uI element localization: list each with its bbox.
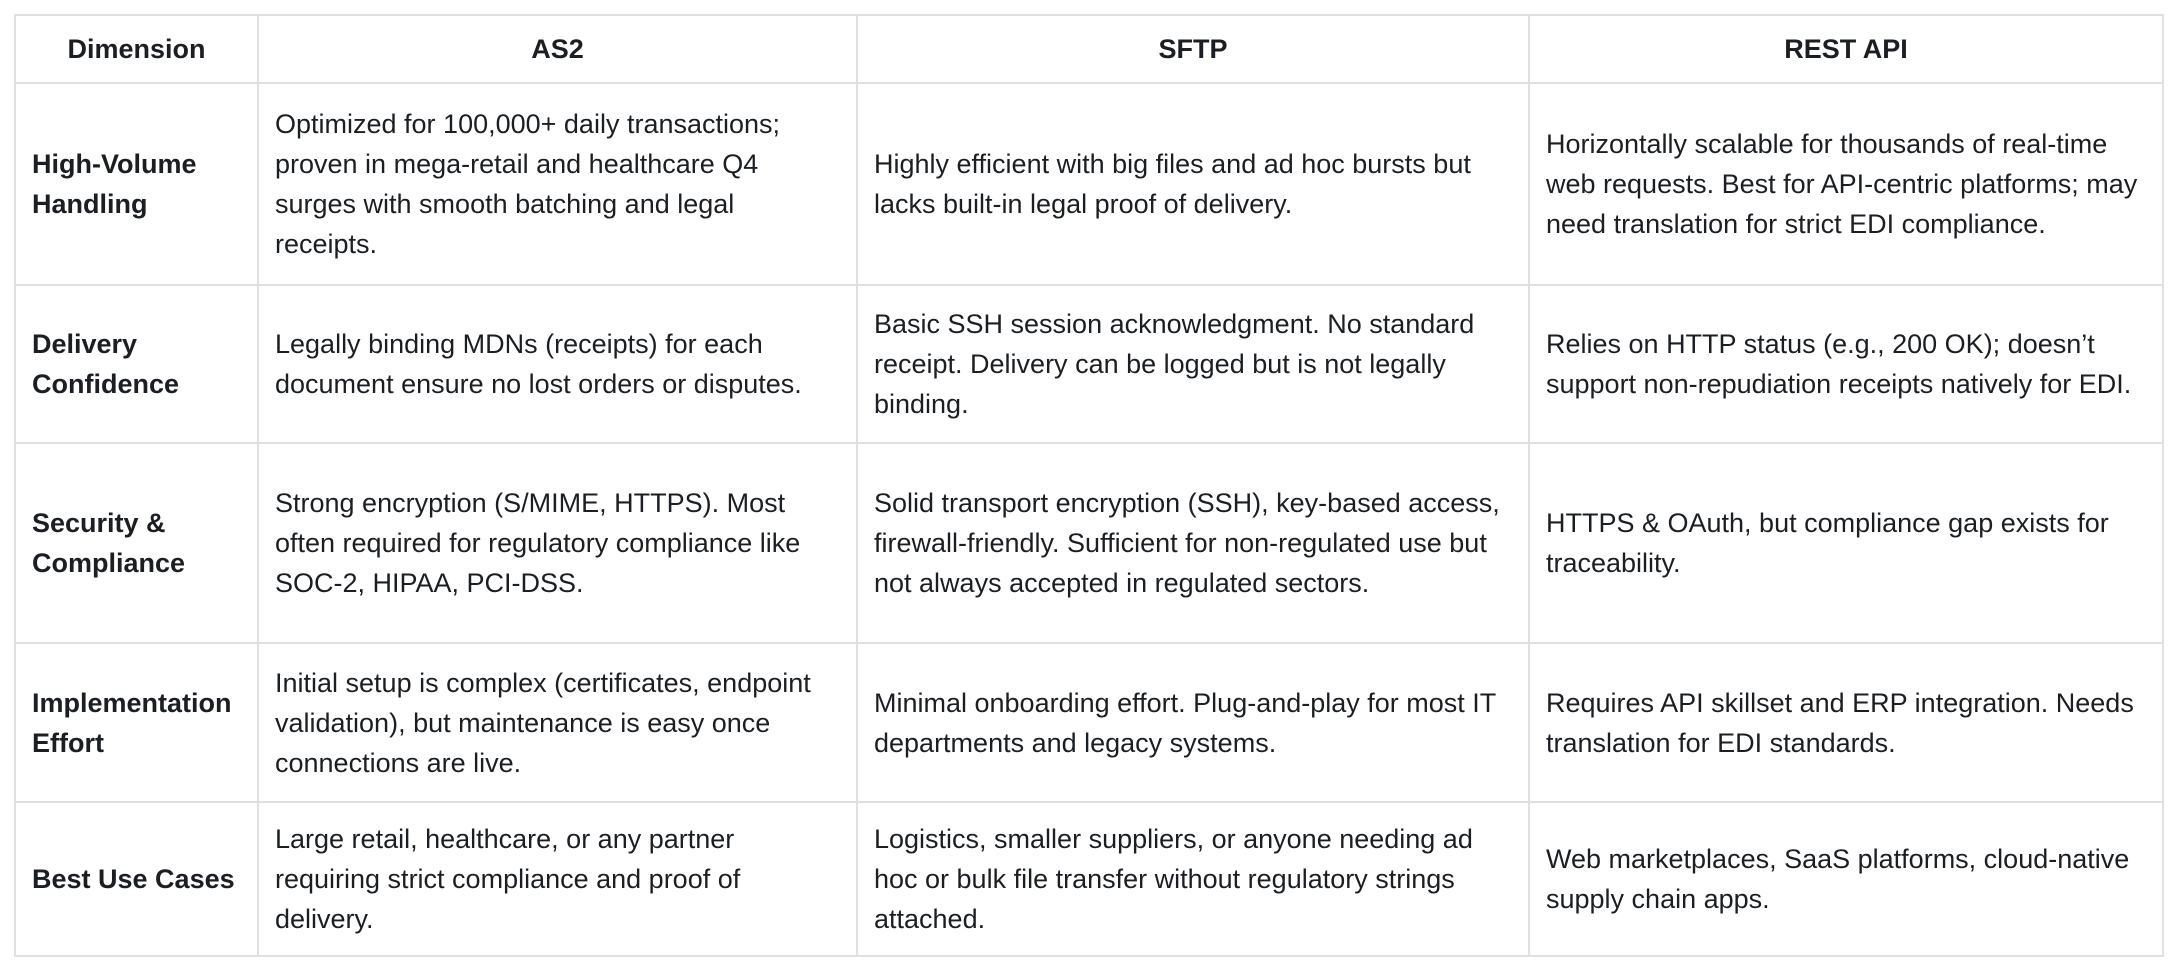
row-label: Security & Compliance <box>14 442 259 644</box>
cell-rest-api: Requires API skillset and ERP integratio… <box>1528 642 2164 803</box>
table-row-best-use-cases: Best Use Cases Large retail, healthcare,… <box>14 801 2164 957</box>
header-cell-rest-api: REST API <box>1528 14 2164 84</box>
cell-sftp: Solid transport encryption (SSH), key-ba… <box>856 442 1530 644</box>
cell-sftp: Logistics, smaller suppliers, or anyone … <box>856 801 1530 957</box>
cell-as2: Legally binding MDNs (receipts) for each… <box>257 284 858 444</box>
table-row-security-compliance: Security & Compliance Strong encryption … <box>14 442 2164 644</box>
header-cell-as2: AS2 <box>257 14 858 84</box>
cell-rest-api: Relies on HTTP status (e.g., 200 OK); do… <box>1528 284 2164 444</box>
row-label: High-Volume Handling <box>14 82 259 286</box>
cell-as2: Strong encryption (S/MIME, HTTPS). Most … <box>257 442 858 644</box>
cell-as2: Large retail, healthcare, or any partner… <box>257 801 858 957</box>
table-row-implementation-effort: Implementation Effort Initial setup is c… <box>14 642 2164 803</box>
header-cell-dimension: Dimension <box>14 14 259 84</box>
cell-sftp: Minimal onboarding effort. Plug-and-play… <box>856 642 1530 803</box>
row-label: Delivery Confidence <box>14 284 259 444</box>
cell-rest-api: Horizontally scalable for thousands of r… <box>1528 82 2164 286</box>
table-row-high-volume-handling: High-Volume Handling Optimized for 100,0… <box>14 82 2164 286</box>
cell-as2: Initial setup is complex (certificates, … <box>257 642 858 803</box>
cell-sftp: Highly efficient with big files and ad h… <box>856 82 1530 286</box>
cell-sftp: Basic SSH session acknowledgment. No sta… <box>856 284 1530 444</box>
header-row: Dimension AS2 SFTP REST API <box>14 14 2164 84</box>
table-row-delivery-confidence: Delivery Confidence Legally binding MDNs… <box>14 284 2164 444</box>
cell-rest-api: HTTPS & OAuth, but compliance gap exists… <box>1528 442 2164 644</box>
cell-rest-api: Web marketplaces, SaaS platforms, cloud-… <box>1528 801 2164 957</box>
comparison-table: Dimension AS2 SFTP REST API High-Volume … <box>14 14 2164 957</box>
cell-as2: Optimized for 100,000+ daily transaction… <box>257 82 858 286</box>
row-label: Best Use Cases <box>14 801 259 957</box>
header-cell-sftp: SFTP <box>856 14 1530 84</box>
row-label: Implementation Effort <box>14 642 259 803</box>
